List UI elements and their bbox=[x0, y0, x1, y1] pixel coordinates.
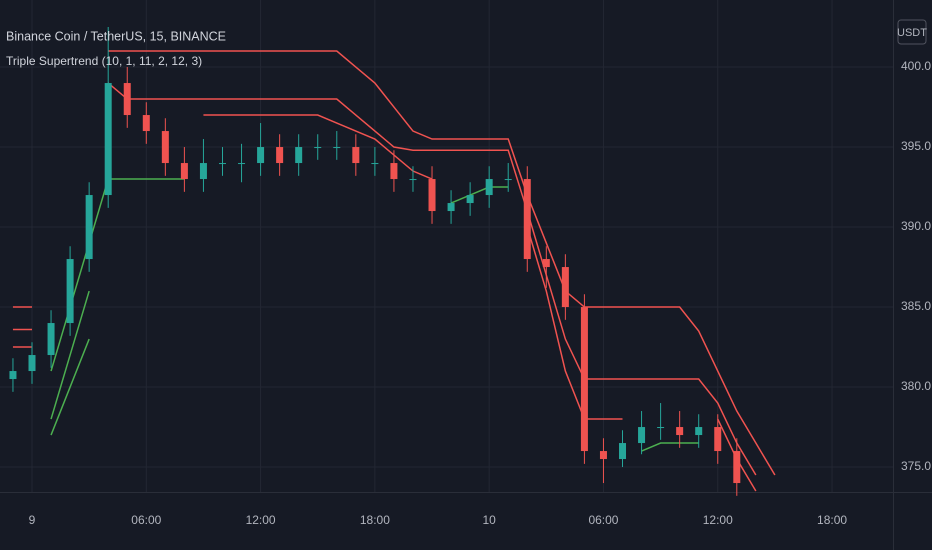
chart-title: Binance Coin / TetherUS, 15, BINANCE bbox=[6, 29, 226, 43]
y-tick-label: 380.0 bbox=[901, 379, 931, 393]
candle-body bbox=[199, 163, 207, 180]
candle-body bbox=[466, 195, 474, 204]
candle-body bbox=[676, 427, 684, 436]
x-tick-label: 06:00 bbox=[588, 513, 618, 527]
candle-body bbox=[504, 179, 512, 181]
y-tick-label: 395.0 bbox=[901, 139, 931, 153]
currency-box[interactable] bbox=[897, 19, 927, 45]
candle-body bbox=[390, 163, 398, 180]
candle-body bbox=[428, 179, 436, 212]
candle-body bbox=[85, 195, 93, 260]
candle-body bbox=[218, 163, 226, 165]
x-tick-label: 9 bbox=[29, 513, 36, 527]
candle-body bbox=[714, 427, 722, 452]
candle-body bbox=[657, 427, 665, 429]
candle-body bbox=[447, 203, 455, 212]
candle-body bbox=[542, 259, 550, 268]
candle-body bbox=[409, 179, 417, 181]
supertrend-line bbox=[12, 114, 757, 492]
grid bbox=[0, 0, 893, 492]
candle-body bbox=[161, 131, 169, 164]
candle-body bbox=[485, 179, 493, 196]
candle-body bbox=[180, 163, 188, 180]
candle-body bbox=[66, 259, 74, 324]
candle-body bbox=[123, 83, 131, 116]
candle-body bbox=[9, 371, 17, 380]
plot bbox=[9, 27, 776, 496]
supertrend-line bbox=[50, 290, 90, 420]
y-tick-label: 400.0 bbox=[901, 59, 931, 73]
candle-body bbox=[352, 147, 360, 164]
candle-body bbox=[561, 267, 569, 308]
currency-label: USDT bbox=[897, 27, 927, 39]
candle-body bbox=[257, 147, 265, 164]
candle-body bbox=[580, 307, 588, 452]
candle-body bbox=[523, 179, 531, 260]
candle-body bbox=[104, 83, 112, 196]
x-tick-label: 10 bbox=[482, 513, 496, 527]
candle-body bbox=[314, 147, 322, 149]
x-tick-label: 12:00 bbox=[246, 513, 276, 527]
y-tick-label: 385.0 bbox=[901, 299, 931, 313]
x-tick-label: 06:00 bbox=[131, 513, 161, 527]
indicator-label: Triple Supertrend (10, 1, 11, 2, 12, 3) bbox=[6, 54, 202, 68]
supertrend-line bbox=[12, 50, 776, 476]
candle-body bbox=[695, 427, 703, 436]
candle-body bbox=[619, 443, 627, 460]
candle-body bbox=[733, 451, 741, 484]
x-tick-label: 18:00 bbox=[360, 513, 390, 527]
supertrend-line bbox=[12, 82, 757, 476]
x-tick-label: 18:00 bbox=[817, 513, 847, 527]
candle-body bbox=[276, 147, 284, 164]
candle-body bbox=[295, 147, 303, 164]
candle-body bbox=[238, 163, 246, 165]
x-tick-label: 12:00 bbox=[703, 513, 733, 527]
candle-body bbox=[638, 427, 646, 444]
y-tick-label: 390.0 bbox=[901, 219, 931, 233]
supertrend-line bbox=[50, 338, 90, 436]
candle-body bbox=[599, 451, 607, 460]
candle-body bbox=[28, 355, 36, 372]
candle-body bbox=[47, 323, 55, 356]
candle-body bbox=[333, 147, 341, 149]
y-tick-label: 375.0 bbox=[901, 459, 931, 473]
candle-body bbox=[371, 163, 379, 165]
candle-body bbox=[142, 115, 150, 132]
